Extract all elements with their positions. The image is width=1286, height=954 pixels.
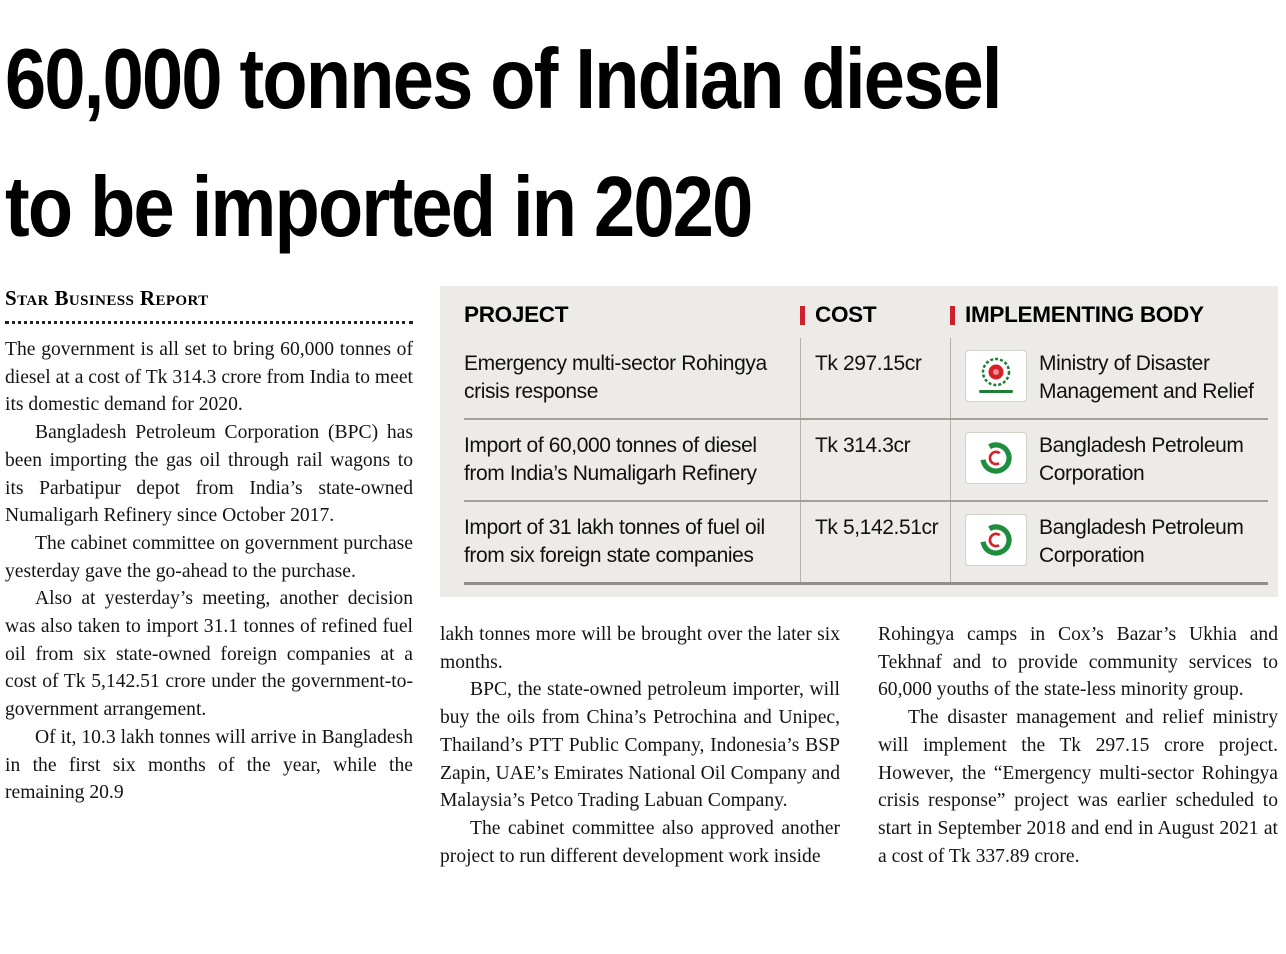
bpc-logo-icon bbox=[965, 432, 1027, 484]
implementing-body-label: Bangladesh Petroleum Corporation bbox=[1039, 434, 1244, 485]
implementing-body-cell: Bangladesh Petroleum Corporation bbox=[950, 420, 1268, 500]
table-row: Import of 60,000 tonnes of diesel from I… bbox=[464, 418, 1268, 500]
article-headline: 60,000 tonnes of Indian diesel to be imp… bbox=[5, 16, 1278, 272]
header-project: PROJECT bbox=[464, 302, 569, 327]
article-content: Star Business Report The government is a… bbox=[5, 286, 1278, 870]
newspaper-page: 60,000 tonnes of Indian diesel to be imp… bbox=[5, 16, 1278, 870]
article-paragraph: Rohingya camps in Cox’s Bazar’s Ukhia an… bbox=[878, 624, 1278, 701]
red-accent-bar bbox=[800, 306, 805, 325]
table-row: Import of 31 lakh tonnes of fuel oil fro… bbox=[464, 500, 1268, 585]
article-paragraph: The disaster management and relief minis… bbox=[878, 707, 1278, 867]
dotted-divider bbox=[5, 321, 413, 324]
implementing-body-cell: Bangladesh Petroleum Corporation bbox=[950, 502, 1268, 582]
projects-table: PROJECT COST IMPLEMENTING BODY Emergency… bbox=[440, 286, 1278, 597]
cost-cell: Tk 5,142.51cr bbox=[800, 502, 950, 582]
right-column-text: Rohingya camps in Cox’s Bazar’s Ukhia an… bbox=[878, 621, 1278, 870]
article-paragraph: BPC, the state-owned petroleum importer,… bbox=[440, 679, 840, 812]
article-paragraph: The cabinet committee on government purc… bbox=[5, 532, 413, 582]
red-accent-bar bbox=[950, 306, 955, 325]
table-header-row: PROJECT COST IMPLEMENTING BODY bbox=[464, 302, 1268, 338]
article-paragraph: Of it, 10.3 lakh tonnes will arrive in B… bbox=[5, 726, 413, 804]
header-cost: COST bbox=[800, 302, 950, 328]
byline: Star Business Report bbox=[5, 286, 209, 310]
cost-cell: Tk 297.15cr bbox=[800, 338, 950, 418]
headline-line-2: to be imported in 2020 bbox=[5, 160, 753, 255]
bottom-columns: lakh tonnes more will be brought over th… bbox=[440, 621, 1278, 870]
cost-cell: Tk 314.3cr bbox=[800, 420, 950, 500]
implementing-body-label: Bangladesh Petroleum Corporation bbox=[1039, 516, 1244, 567]
project-cell: Import of 60,000 tonnes of diesel from I… bbox=[464, 434, 757, 485]
bangladesh-government-seal-icon bbox=[965, 350, 1027, 402]
article-paragraph: The government is all set to bring 60,00… bbox=[5, 339, 413, 416]
headline-line-1: 60,000 tonnes of Indian diesel bbox=[5, 32, 1002, 127]
middle-column-text: lakh tonnes more will be brought over th… bbox=[440, 621, 840, 870]
article-paragraph: lakh tonnes more will be brought over th… bbox=[440, 624, 840, 673]
left-column: Star Business Report The government is a… bbox=[5, 286, 413, 870]
implementing-body-label: Ministry of Disaster Management and Reli… bbox=[1039, 352, 1254, 403]
bpc-logo-icon bbox=[965, 514, 1027, 566]
header-implementing-body-label: IMPLEMENTING BODY bbox=[965, 302, 1204, 327]
article-paragraph: The cabinet committee also approved anot… bbox=[440, 817, 840, 867]
article-paragraph: Bangladesh Petroleum Corporation (BPC) h… bbox=[5, 422, 413, 527]
article-paragraph: Also at yesterday’s meeting, another dec… bbox=[5, 588, 413, 721]
implementing-body-cell: Ministry of Disaster Management and Reli… bbox=[950, 338, 1268, 418]
project-cell: Emergency multi-sector Rohingya crisis r… bbox=[464, 352, 767, 403]
header-implementing-body: IMPLEMENTING BODY bbox=[950, 302, 1268, 328]
table-row: Emergency multi-sector Rohingya crisis r… bbox=[464, 338, 1268, 418]
header-cost-label: COST bbox=[815, 302, 877, 327]
right-area: PROJECT COST IMPLEMENTING BODY Emergency… bbox=[440, 286, 1278, 870]
left-column-text: The government is all set to bring 60,00… bbox=[5, 336, 413, 807]
project-cell: Import of 31 lakh tonnes of fuel oil fro… bbox=[464, 516, 765, 567]
